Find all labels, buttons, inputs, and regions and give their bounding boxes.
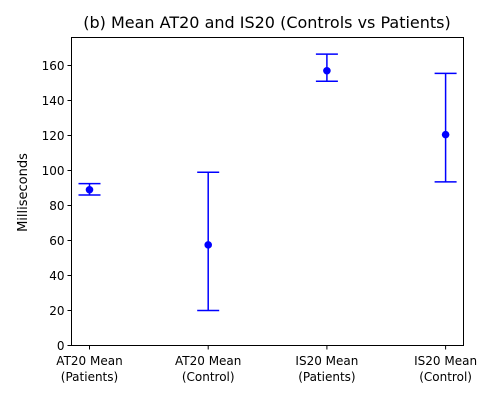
mean-point (323, 66, 331, 75)
y-tick-label: 80 (49, 199, 64, 213)
mean-point (85, 185, 94, 194)
y-axis-label: Milliseconds (16, 153, 31, 232)
y-tick-label: 140 (42, 94, 65, 108)
x-tick-label: AT20 Mean (Control) (175, 354, 241, 384)
y-tick-label: 20 (49, 304, 64, 318)
mean-point (204, 241, 212, 249)
y-tick-label: 60 (49, 234, 64, 248)
y-tick-label: 40 (49, 269, 64, 283)
chart-title: (b) Mean AT20 and IS20 (Controls vs Pati… (83, 13, 451, 32)
x-tick-label: IS20 Mean (Patients) (295, 354, 358, 384)
y-tick-label: 160 (42, 59, 65, 73)
x-tick-label: IS20 Mean (Control) (414, 354, 477, 384)
y-tick-label: 0 (57, 339, 65, 353)
y-tick-label: 120 (42, 129, 65, 143)
plot-area: 0 20 40 60 80 100 120 140 160 AT20 Mean (Patients)… (42, 53, 477, 384)
y-tick-label: 100 (42, 164, 65, 178)
plot-frame (71, 37, 464, 346)
x-tick-label: AT20 Mean (Patients) (56, 354, 122, 384)
mean-point (441, 130, 450, 139)
